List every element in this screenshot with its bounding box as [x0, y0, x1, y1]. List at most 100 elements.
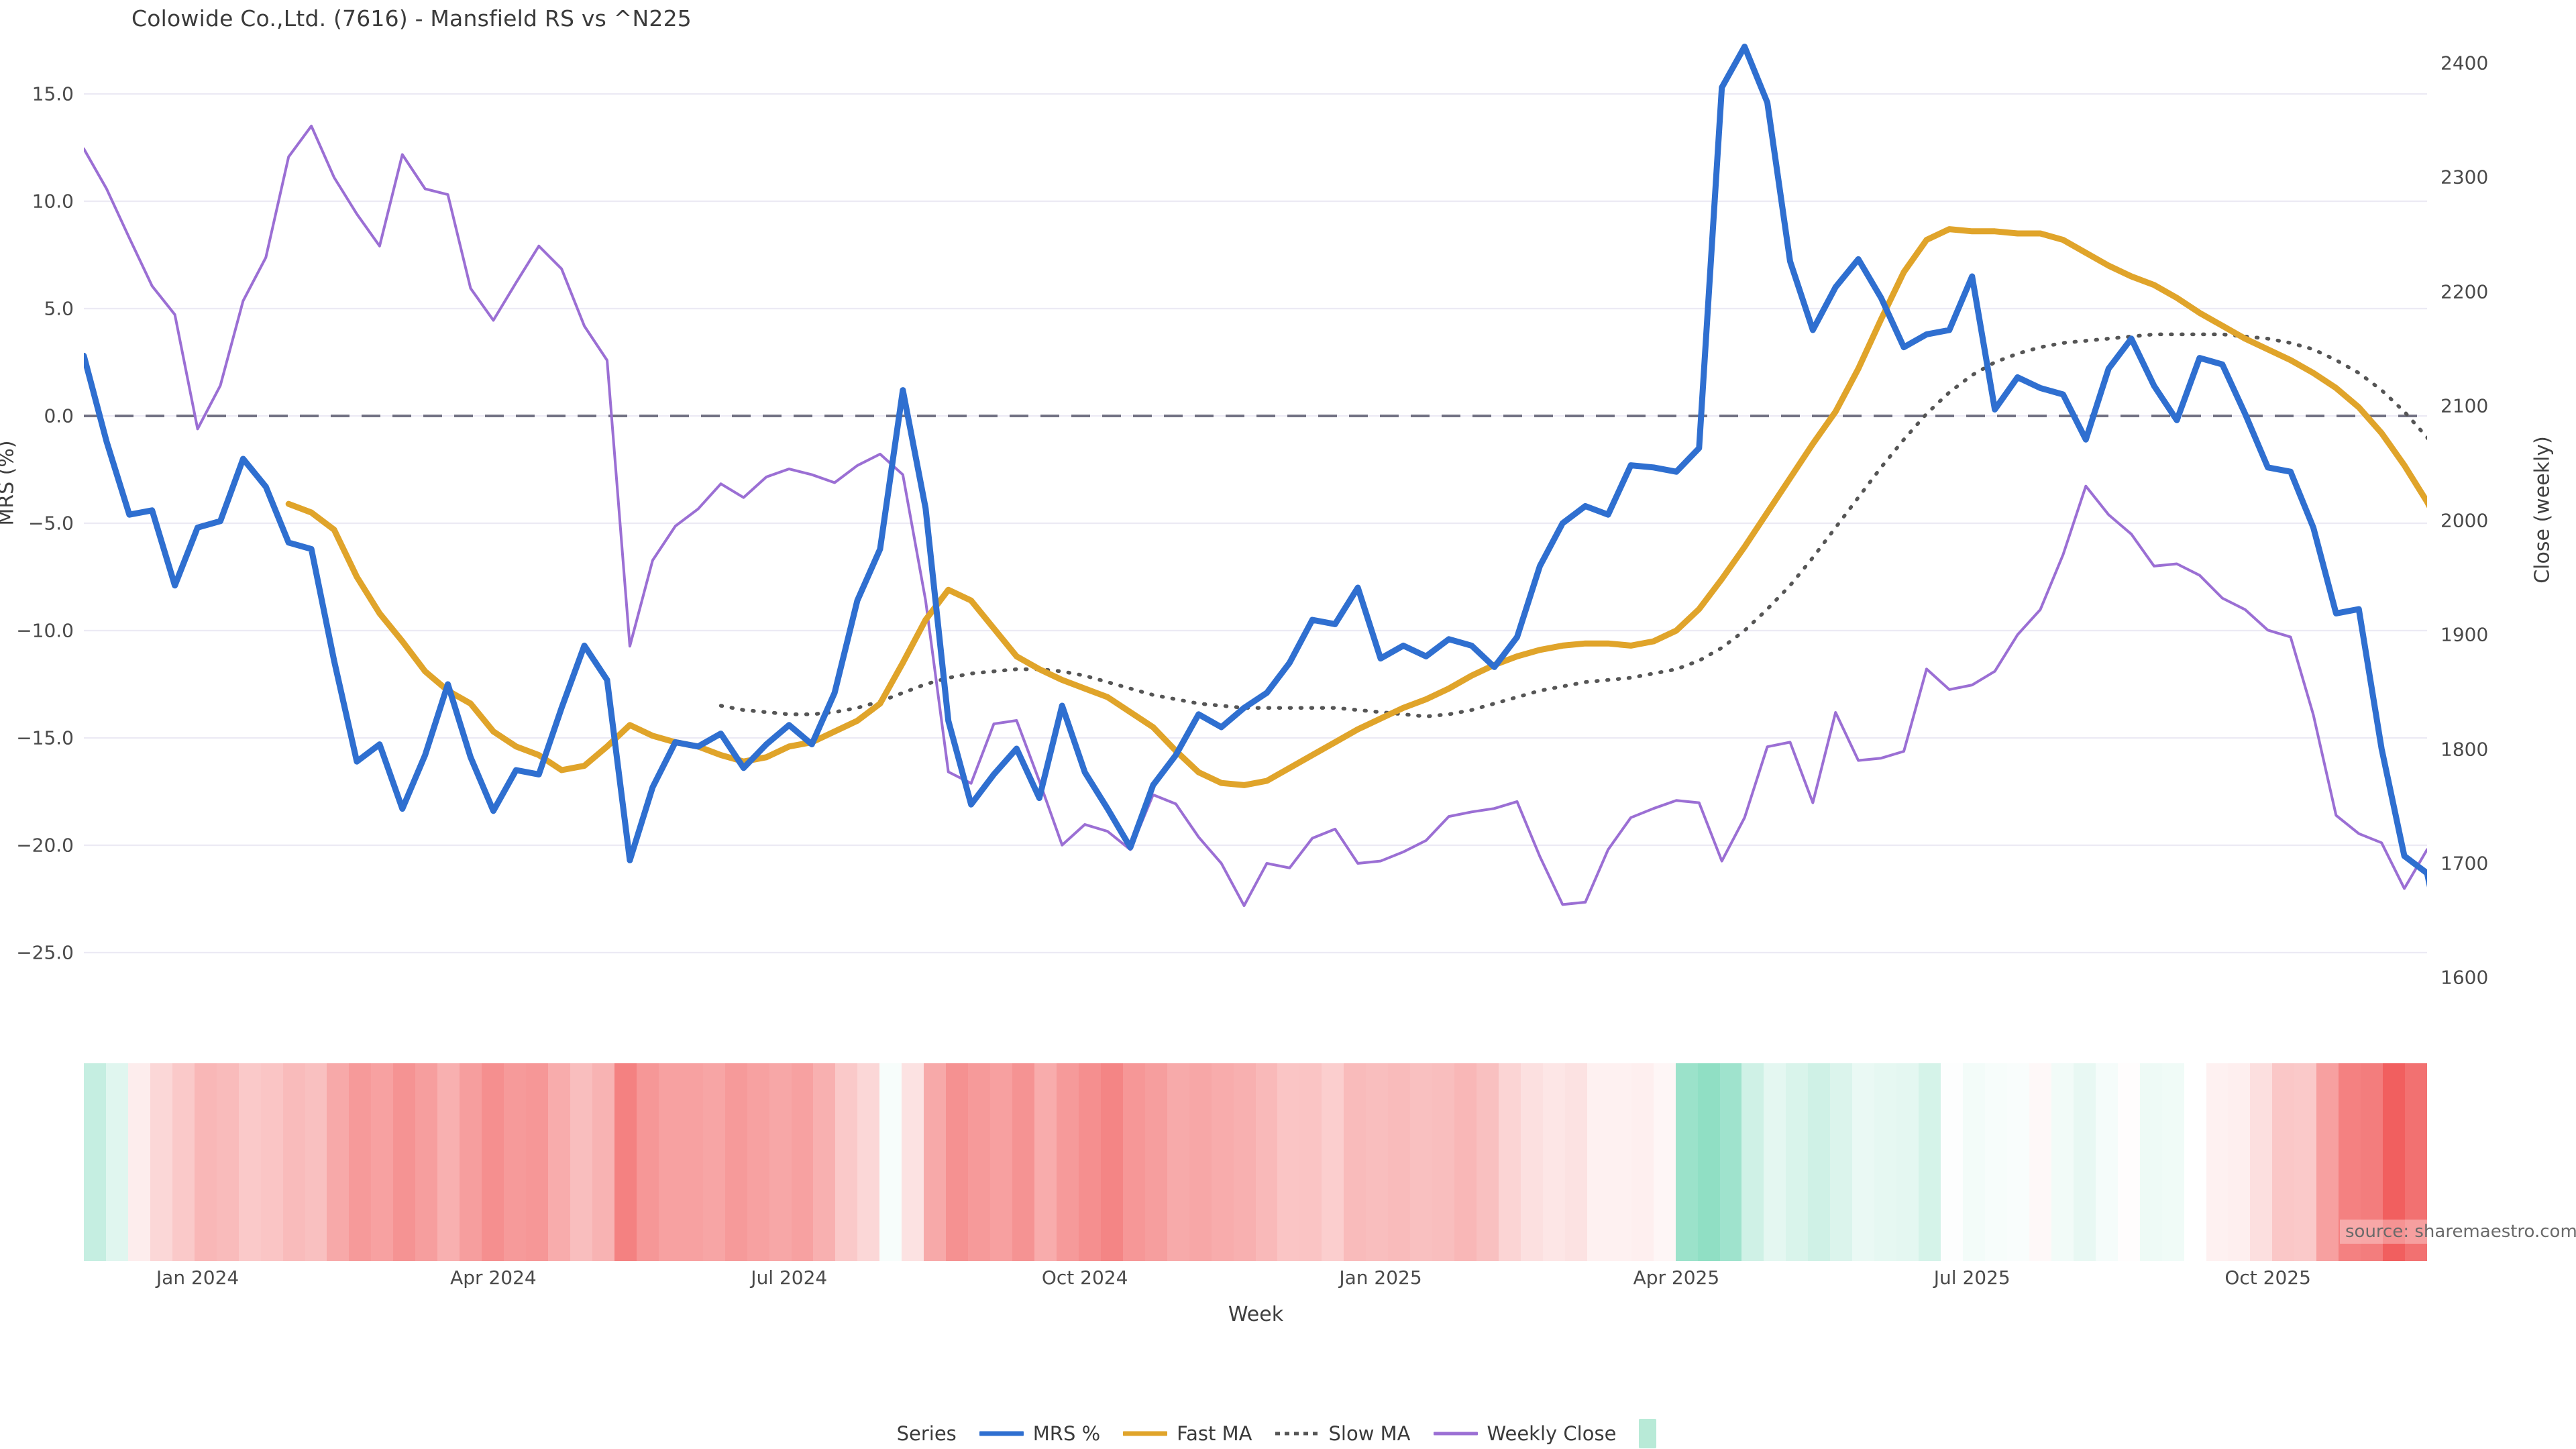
x-axis-tick: Jan 2025 [1339, 1267, 1422, 1289]
heatmap-cell [570, 1063, 592, 1261]
heatmap-cell [2029, 1063, 2051, 1261]
heatmap-cell [1852, 1063, 1875, 1261]
heatmap-cell [548, 1063, 570, 1261]
heatmap-cell [1211, 1063, 1234, 1261]
legend-swatch-line [1275, 1432, 1320, 1436]
x-axis-label: Week [1228, 1303, 1284, 1326]
heatmap-cell [1874, 1063, 1897, 1261]
y-axis-left-ticks: 15.0 10.0 5.0 0.0 −5.0 −10.0 −15.0 −20.0 −25.0 [0, 40, 74, 1006]
legend-line-swatch [1433, 1424, 1478, 1444]
heatmap-cell [482, 1063, 504, 1261]
x-axis-tick: Oct 2024 [1041, 1267, 1128, 1289]
heatmap-cell [305, 1063, 327, 1261]
series-line-weekly-close [84, 124, 2427, 908]
heatmap-cell [216, 1063, 239, 1261]
heatmap-cell [1941, 1063, 1964, 1261]
heatmap-cell [1653, 1063, 1676, 1261]
heatmap-cell [1233, 1063, 1256, 1261]
heatmap-cell [1144, 1063, 1167, 1261]
heatmap-cell [1520, 1063, 1543, 1261]
legend-item[interactable]: Weekly Close [1433, 1422, 1616, 1445]
heatmap-cell [2361, 1063, 2383, 1261]
heatmap-cell [835, 1063, 858, 1261]
legend-item[interactable]: Slow MA [1275, 1422, 1411, 1445]
heatmap-cell [791, 1063, 814, 1261]
heatmap-cell [1830, 1063, 1853, 1261]
heatmap-cell [813, 1063, 836, 1261]
y-axis-right-tick: 2100 [2440, 394, 2489, 417]
legend-item[interactable]: Fast MA [1123, 1422, 1252, 1445]
heatmap-cell [2051, 1063, 2074, 1261]
heatmap-cell [636, 1063, 659, 1261]
x-axis-tick: Apr 2024 [450, 1267, 537, 1289]
x-axis-tick: Oct 2025 [2224, 1267, 2311, 1289]
heatmap-cell [1189, 1063, 1212, 1261]
heatmap-cell [1299, 1063, 1322, 1261]
relative-strength-heatmap [84, 1063, 2427, 1261]
y-axis-right-tick: 2300 [2440, 166, 2489, 189]
heatmap-cell [84, 1063, 106, 1261]
x-axis-tick: Jan 2024 [156, 1267, 239, 1289]
heatmap-cell [105, 1063, 128, 1261]
heatmap-cell [2161, 1063, 2184, 1261]
heatmap-cell [924, 1063, 947, 1261]
y-axis-left-tick: 15.0 [32, 83, 74, 105]
heatmap-cell [460, 1063, 482, 1261]
heatmap-cell [415, 1063, 438, 1261]
heatmap-cell [1564, 1063, 1587, 1261]
heatmap-cell [2206, 1063, 2229, 1261]
y-axis-right-tick: 2400 [2440, 52, 2489, 74]
heatmap-cell [2405, 1063, 2427, 1261]
legend-item[interactable]: MRS % [979, 1422, 1100, 1445]
y-axis-left-tick: 10.0 [32, 190, 74, 213]
series-line-fast-ma [285, 226, 2427, 788]
heatmap-cell [946, 1063, 969, 1261]
heatmap-cell [2250, 1063, 2273, 1261]
chart-legend: Series MRS % Fast MA Slow MA Weekly Close [0, 1419, 2576, 1448]
heatmap-cell [526, 1063, 549, 1261]
heatmap-cell [2139, 1063, 2162, 1261]
heatmap-cell [1454, 1063, 1477, 1261]
heatmap-cell [504, 1063, 527, 1261]
heatmap-cell [1675, 1063, 1698, 1261]
legend-label: MRS % [1032, 1422, 1101, 1445]
heatmap-cell [349, 1063, 372, 1261]
heatmap-cell [2184, 1063, 2206, 1261]
heatmap-cell [1277, 1063, 1300, 1261]
legend-label: Slow MA [1328, 1422, 1411, 1445]
y-axis-right-tick: 2000 [2440, 509, 2489, 532]
heatmap-cell [282, 1063, 305, 1261]
heatmap-cell [1919, 1063, 1941, 1261]
heatmap-cell [1477, 1063, 1499, 1261]
heatmap-cell [879, 1063, 902, 1261]
heatmap-cell [1786, 1063, 1809, 1261]
heatmap-cell [1697, 1063, 1720, 1261]
heatmap-cell [437, 1063, 460, 1261]
heatmap-cell [1388, 1063, 1411, 1261]
y-axis-right-tick: 1900 [2440, 623, 2489, 646]
y-axis-left-tick: 0.0 [44, 405, 74, 427]
heatmap-cell [1631, 1063, 1654, 1261]
x-axis-tick: Apr 2025 [1633, 1267, 1720, 1289]
heatmap-cell [2272, 1063, 2295, 1261]
heatmap-cell [990, 1063, 1013, 1261]
heatmap-cell [1808, 1063, 1831, 1261]
x-axis-tick: Jul 2025 [1933, 1267, 2010, 1289]
heatmap-cell [238, 1063, 261, 1261]
heatmap-cell [371, 1063, 394, 1261]
heatmap-cell [1122, 1063, 1145, 1261]
y-axis-left-tick: −15.0 [16, 727, 74, 749]
legend-swatch-line [1433, 1432, 1478, 1436]
heatmap-cell [2383, 1063, 2406, 1261]
heatmap-cell [702, 1063, 725, 1261]
heatmap-cell [1167, 1063, 1189, 1261]
heatmap-cell [1963, 1063, 1985, 1261]
heatmap-cell [260, 1063, 283, 1261]
heatmap-cell [127, 1063, 150, 1261]
series-line-slow-ma [718, 332, 2427, 718]
heatmap-cell [327, 1063, 350, 1261]
legend-item[interactable] [1639, 1419, 1657, 1448]
heatmap-cell [1034, 1063, 1057, 1261]
heatmap-cell [150, 1063, 172, 1261]
